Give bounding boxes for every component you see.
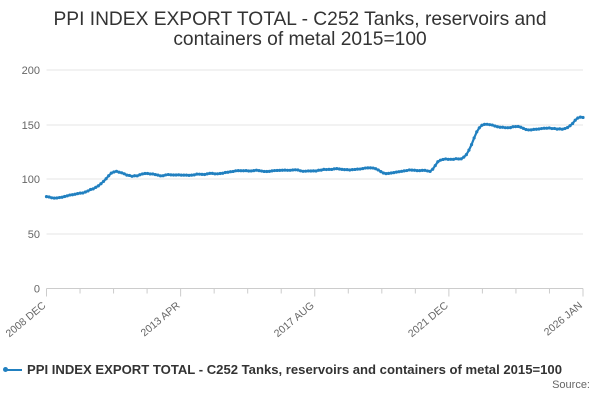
svg-text:50: 50 xyxy=(28,229,40,241)
svg-text:150: 150 xyxy=(22,120,40,132)
svg-text:2013 APR: 2013 APR xyxy=(139,299,183,339)
svg-text:2008 DEC: 2008 DEC xyxy=(4,299,49,340)
svg-text:2017 AUG: 2017 AUG xyxy=(272,300,317,340)
svg-text:0: 0 xyxy=(34,284,40,296)
svg-text:200: 200 xyxy=(22,65,40,77)
svg-text:2021 DEC: 2021 DEC xyxy=(406,299,451,340)
svg-text:100: 100 xyxy=(22,174,40,186)
svg-text:2026 JAN: 2026 JAN xyxy=(542,300,585,339)
